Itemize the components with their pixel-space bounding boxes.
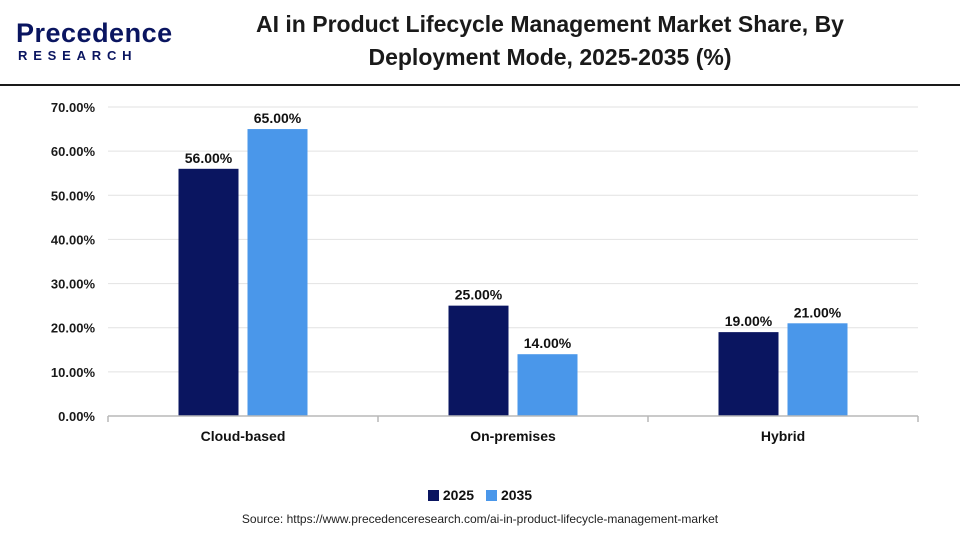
legend-label-2025: 2025 (442, 487, 475, 503)
source-note: Source: https://www.precedenceresearch.c… (241, 512, 719, 526)
brand-logo[interactable]: Precedence RESEARCH (16, 14, 172, 68)
bar-2035-hybrid[interactable] (787, 323, 848, 416)
legend-item-2035[interactable]: 2035 (485, 486, 533, 504)
brand-subtitle: RESEARCH (18, 48, 138, 63)
legend: 2025 2035 (0, 486, 960, 504)
bar-chart: 0.00% 10.00% 20.00% 30.00% 40.00% 50.00% 60.00… (51, 100, 919, 444)
y-tick-label: 60.00% (51, 144, 96, 159)
chart-title: AI in Product Lifecycle Management Marke… (256, 11, 844, 70)
y-tick-label: 20.00% (51, 321, 96, 336)
y-tick-label: 40.00% (51, 232, 96, 247)
legend-swatch-2025 (427, 490, 439, 501)
legend-item-2025[interactable]: 2025 (427, 486, 475, 504)
y-axis: 0.00% 10.00% 20.00% 30.00% 40.00% 50.00% 60.00… (51, 100, 96, 424)
data-label: 14.00% (524, 335, 572, 351)
gridlines (108, 106, 918, 373)
x-tick-label: Cloud-based (201, 428, 286, 444)
header: Precedence RESEARCH AI in Product Lifecy… (0, 0, 960, 84)
data-label: 65.00% (254, 110, 302, 126)
bar-2035-on-premises[interactable] (517, 354, 578, 416)
header-divider (0, 84, 960, 86)
data-labels: 56.00% 65.00% 25.00% 14.00% 19.00% 21.00% (185, 110, 842, 351)
bars (178, 129, 848, 417)
y-tick-label: 10.00% (51, 365, 96, 380)
data-label: 21.00% (794, 304, 842, 320)
brand-name: Precedence (16, 18, 173, 48)
bar-2025-cloud-based[interactable] (178, 168, 239, 416)
x-tick-label: On-premises (470, 428, 556, 444)
bar-2035-cloud-based[interactable] (247, 129, 308, 417)
x-tick-label: Hybrid (761, 428, 805, 444)
y-tick-label: 0.00% (58, 409, 95, 424)
y-tick-label: 50.00% (51, 188, 96, 203)
y-tick-label: 70.00% (51, 100, 96, 115)
data-label: 19.00% (725, 313, 773, 329)
data-label: 25.00% (455, 287, 503, 303)
bar-2025-hybrid[interactable] (718, 332, 779, 416)
y-tick-label: 30.00% (51, 277, 96, 292)
legend-label-2035: 2035 (500, 487, 533, 503)
x-axis: Cloud-based On-premises Hybrid (107, 415, 919, 444)
legend-swatch-2035 (485, 490, 497, 501)
bar-2025-on-premises[interactable] (448, 305, 509, 416)
data-label: 56.00% (185, 150, 233, 166)
